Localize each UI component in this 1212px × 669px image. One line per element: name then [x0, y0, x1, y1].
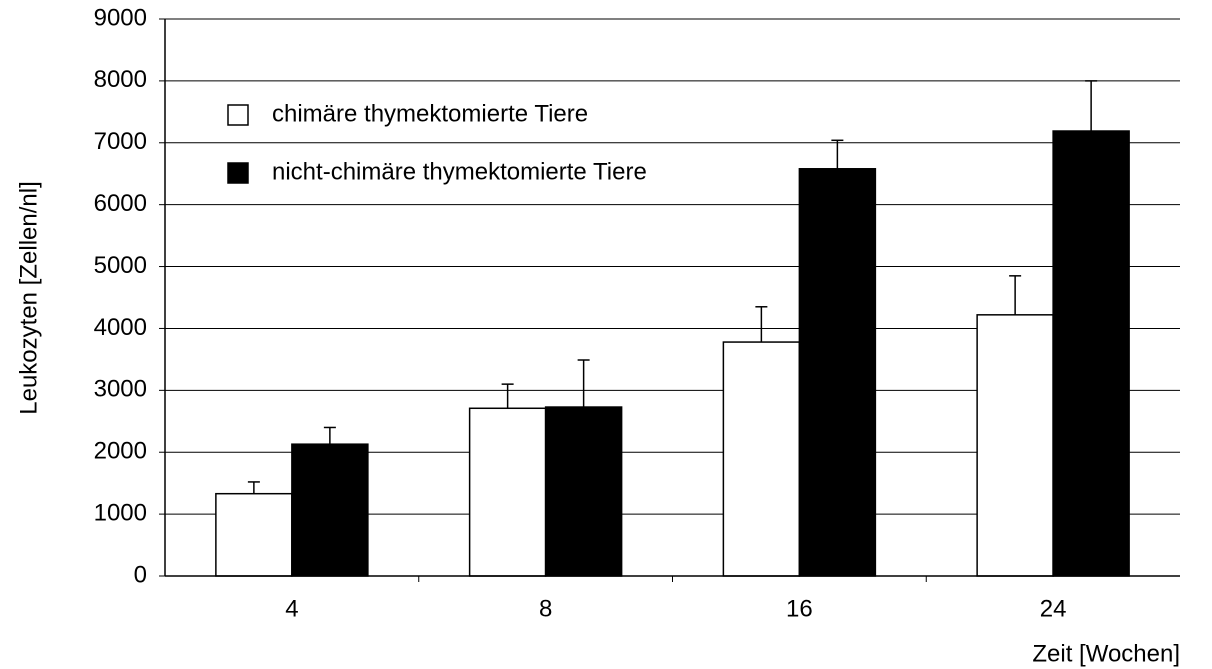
- legend-swatch: [227, 162, 249, 184]
- x-tick-label: 24: [1040, 595, 1067, 622]
- x-tick-label: 4: [285, 595, 298, 622]
- x-tick-label: 16: [786, 595, 813, 622]
- bar: [976, 314, 1054, 577]
- y-tick-label: 1000: [94, 499, 147, 526]
- x-tick-label: 8: [539, 595, 552, 622]
- bar: [798, 168, 877, 577]
- x-axis-label: Zeit [Wochen]: [1032, 640, 1180, 667]
- bar: [468, 407, 547, 577]
- y-tick-label: 4000: [94, 314, 147, 341]
- legend-label: chimäre thymektomierte Tiere: [272, 100, 588, 127]
- bar: [215, 492, 293, 577]
- y-tick-label: 6000: [94, 190, 147, 217]
- y-tick-label: 3000: [94, 376, 147, 403]
- y-tick-label: 7000: [94, 128, 147, 155]
- y-tick-label: 5000: [94, 252, 147, 279]
- y-tick-label: 2000: [94, 438, 147, 465]
- bar: [291, 443, 369, 577]
- bar: [1052, 130, 1130, 577]
- bar: [722, 341, 801, 577]
- legend-swatch: [227, 104, 249, 126]
- bar: [544, 406, 623, 577]
- y-tick-label: 9000: [94, 4, 147, 31]
- y-tick-label: 8000: [94, 66, 147, 93]
- y-tick-label: 0: [134, 561, 147, 588]
- y-axis-label: Leukozyten [Zellen/nl]: [15, 181, 42, 414]
- legend-label: nicht-chimäre thymektomierte Tiere: [272, 158, 647, 185]
